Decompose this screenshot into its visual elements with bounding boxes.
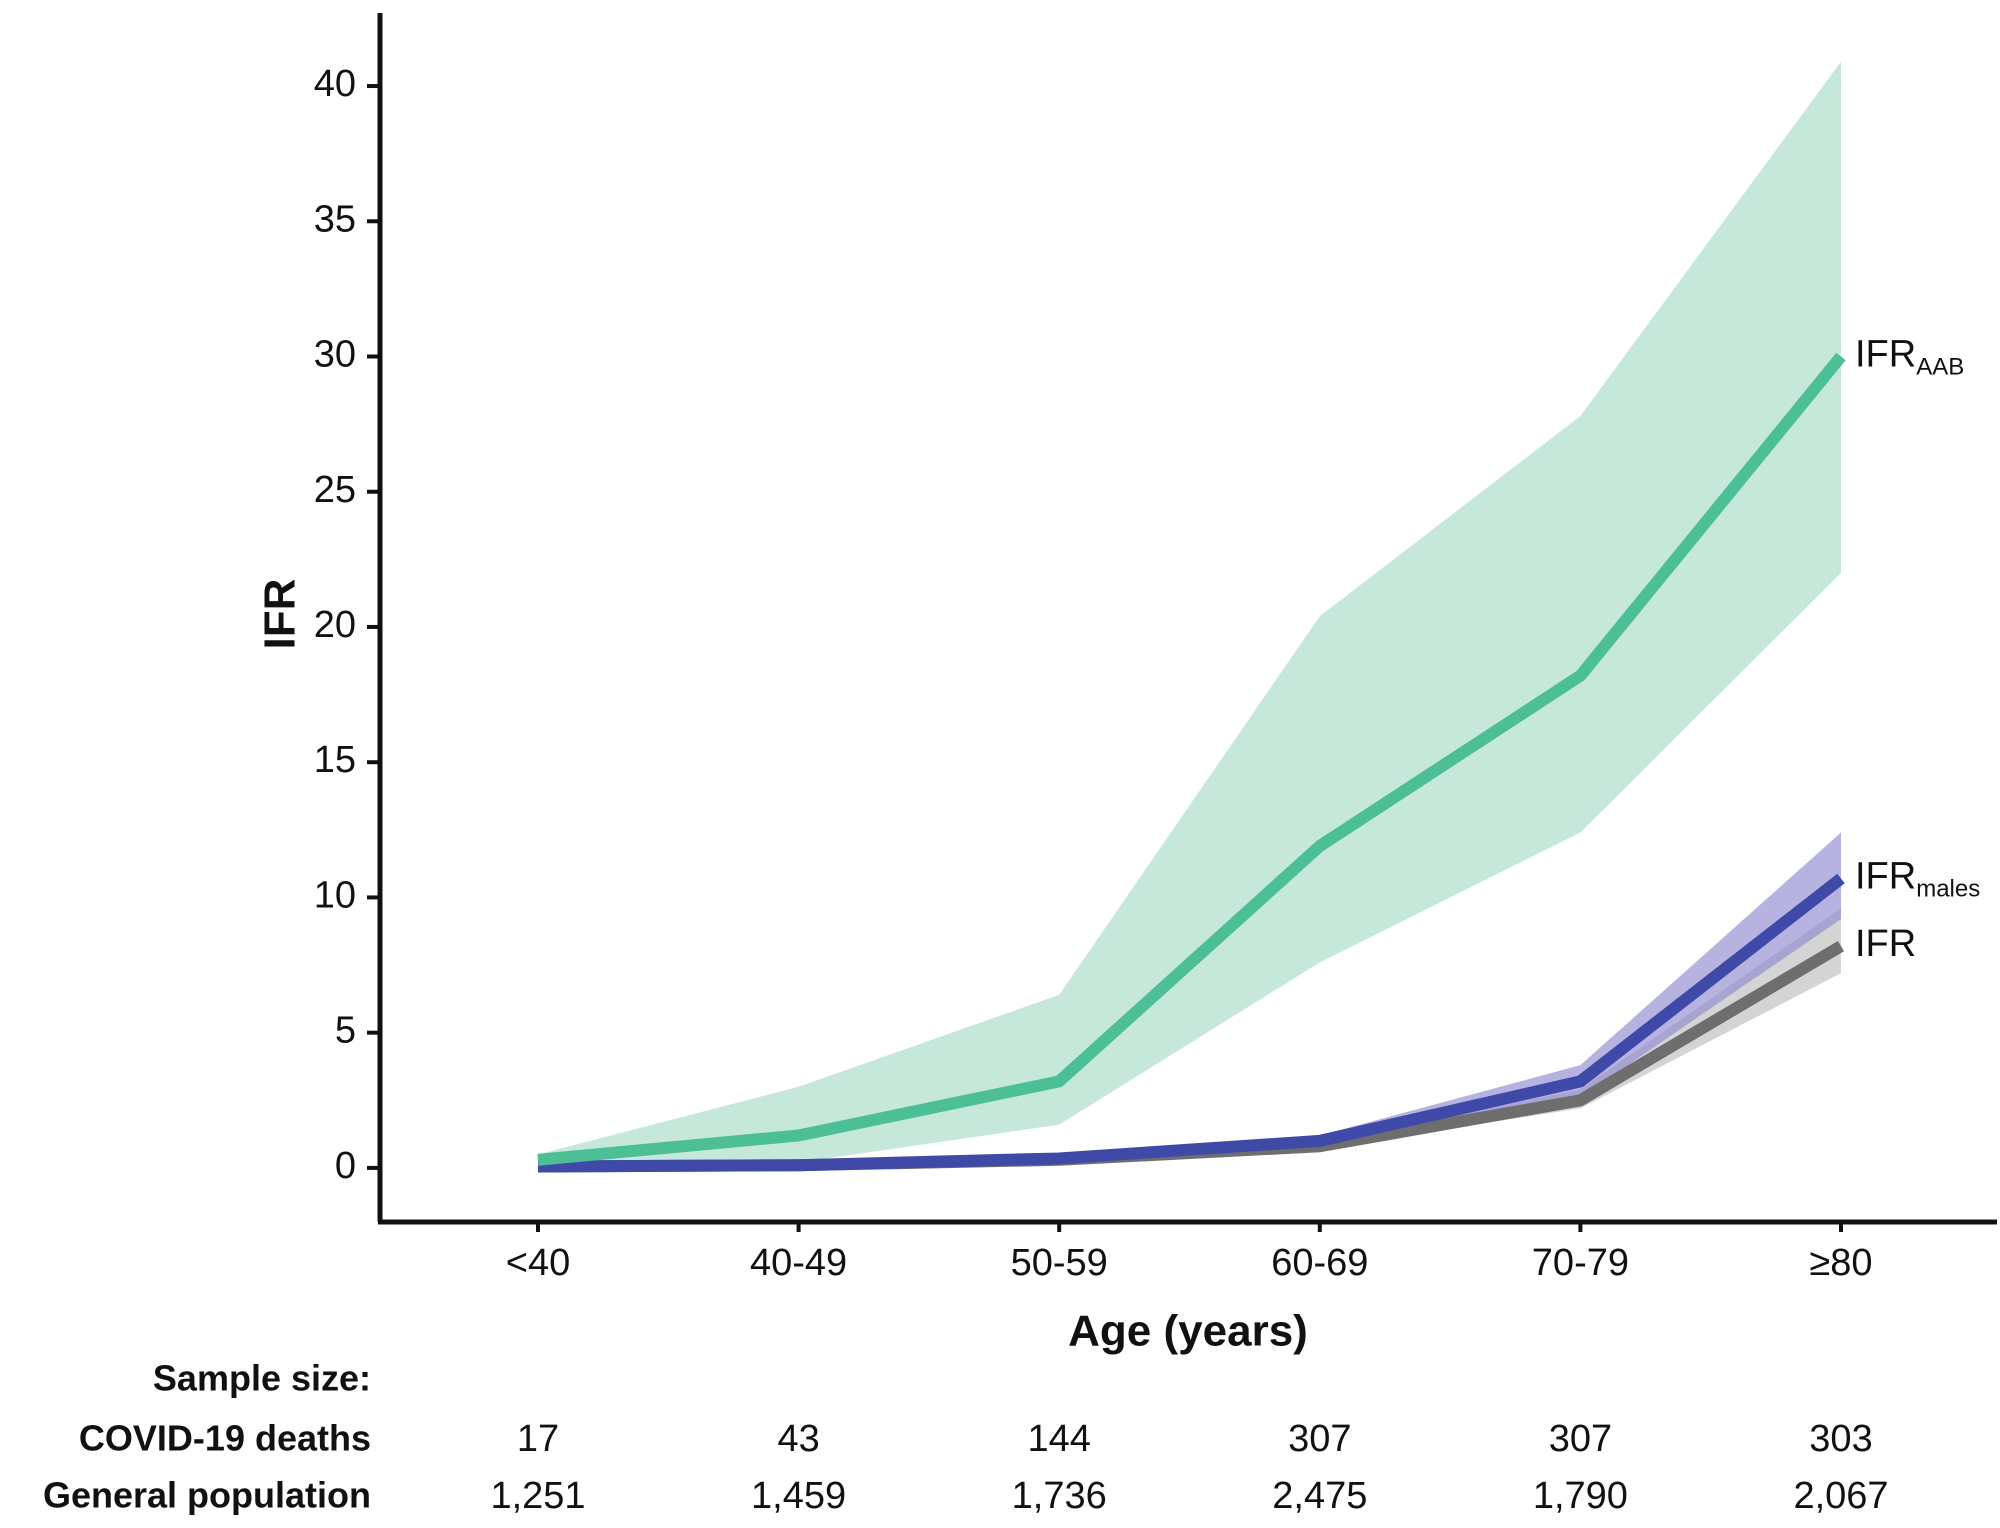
series-label: IFR [1855, 923, 1916, 965]
series-label: IFRmales [1855, 856, 1980, 903]
table-cell: 307 [1288, 1418, 1351, 1460]
table-cell: 144 [1027, 1418, 1090, 1460]
y-tick-label: 25 [314, 469, 356, 511]
series-label: IFRAAB [1855, 334, 1964, 381]
table-cell: 1,251 [490, 1475, 585, 1517]
y-tick-label: 5 [335, 1010, 356, 1052]
table-cell: 303 [1809, 1418, 1872, 1460]
table-cell: 1,790 [1533, 1475, 1628, 1517]
table-cell: 1,736 [1012, 1475, 1107, 1517]
series-line [537, 352, 1846, 1166]
series-label-name: IFR [1855, 856, 1916, 898]
y-tick-label: 35 [314, 198, 356, 240]
confidence-band [538, 832, 1841, 1167]
table-cell: 1,459 [751, 1475, 846, 1517]
table-cell: 2,067 [1793, 1475, 1888, 1517]
table-cell: 43 [777, 1418, 819, 1460]
y-axis-title: IFR [256, 579, 305, 650]
table-row-label: General population [43, 1475, 371, 1516]
table-row-label: COVID-19 deaths [79, 1418, 371, 1459]
series-label-sub: males [1916, 876, 1980, 903]
x-tick-label: ≥80 [1809, 1242, 1872, 1284]
x-tick-label: 70-79 [1532, 1242, 1629, 1284]
y-tick-label: 40 [314, 63, 356, 105]
table-title: Sample size: [153, 1358, 371, 1399]
table-cell: 307 [1549, 1418, 1612, 1460]
table-cell: 17 [517, 1418, 559, 1460]
y-tick-label: 20 [314, 604, 356, 646]
series-label-name: IFR [1855, 923, 1916, 965]
y-tick-label: 30 [314, 334, 356, 376]
x-tick-label: 50-59 [1011, 1242, 1108, 1284]
table-cell: 2,475 [1272, 1475, 1367, 1517]
series-line [537, 873, 1845, 1173]
x-tick-label: <40 [506, 1242, 570, 1284]
series-label-sub: AAB [1916, 354, 1964, 381]
x-axis-title: Age (years) [1068, 1307, 1308, 1356]
series-label-name: IFR [1855, 334, 1916, 376]
y-tick-label: 0 [335, 1145, 356, 1187]
y-tick-label: 10 [314, 874, 356, 916]
x-tick-label: 40-49 [750, 1242, 847, 1284]
y-tick-label: 15 [314, 739, 356, 781]
confidence-band [538, 61, 1841, 1166]
x-tick-label: 60-69 [1271, 1242, 1368, 1284]
